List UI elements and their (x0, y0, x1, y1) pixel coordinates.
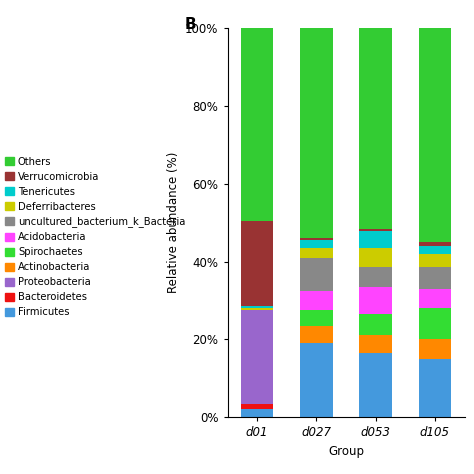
X-axis label: Group: Group (328, 445, 364, 458)
Bar (359, 27, 392, 228)
Text: B: B (185, 17, 197, 32)
Bar (359, 353, 392, 417)
Bar (241, 221, 273, 306)
Bar (419, 254, 451, 267)
Bar (419, 339, 451, 359)
Bar (300, 291, 333, 310)
Bar (419, 308, 451, 339)
Bar (241, 306, 273, 308)
Bar (359, 287, 392, 314)
Bar (300, 310, 333, 326)
Y-axis label: Relative abundance (%): Relative abundance (%) (166, 152, 180, 293)
Bar (419, 246, 451, 254)
Legend: Others, Verrucomicrobia, Tenericutes, Deferribacteres, uncultured_bacterium_k_Ba: Others, Verrucomicrobia, Tenericutes, De… (5, 156, 185, 318)
Bar (241, 308, 273, 310)
Bar (419, 359, 451, 417)
Bar (300, 248, 333, 258)
Bar (300, 326, 333, 343)
Bar (300, 240, 333, 248)
Bar (300, 343, 333, 417)
Bar (419, 242, 451, 246)
Bar (419, 267, 451, 289)
Bar (359, 336, 392, 353)
Bar (359, 314, 392, 336)
Bar (300, 258, 333, 291)
Bar (359, 228, 392, 230)
Bar (241, 403, 273, 410)
Bar (419, 28, 451, 242)
Bar (300, 28, 333, 238)
Bar (359, 230, 392, 248)
Bar (359, 267, 392, 287)
Bar (241, 310, 273, 403)
Bar (419, 289, 451, 308)
Bar (359, 248, 392, 267)
Bar (300, 238, 333, 240)
Bar (241, 410, 273, 417)
Bar (241, 28, 273, 221)
